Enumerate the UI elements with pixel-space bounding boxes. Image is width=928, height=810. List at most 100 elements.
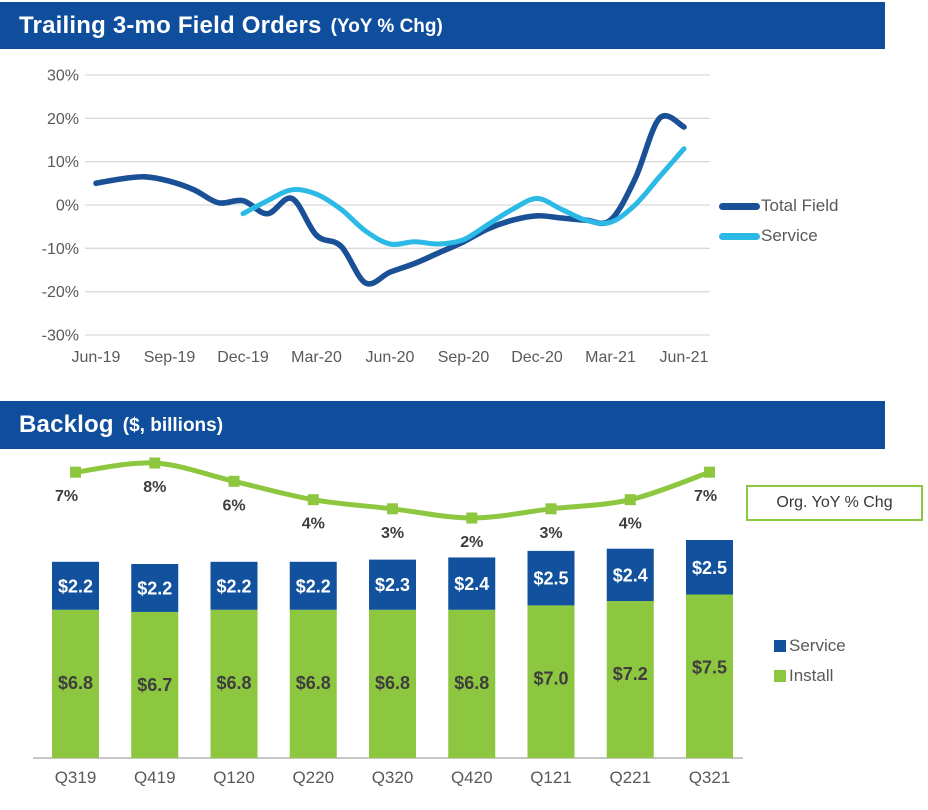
total-field-line-swatch <box>719 202 760 210</box>
service-bar-legend-label: Service <box>789 636 846 655</box>
install-bar-value-label: $6.8 <box>216 673 251 693</box>
quarter-label: Q221 <box>609 768 651 787</box>
service-line <box>240 146 687 247</box>
field-orders-header: Trailing 3-mo Field Orders (YoY % Chg) <box>0 2 885 49</box>
backlog-subtitle: ($, billions) <box>122 415 224 436</box>
service-bar-segment <box>289 561 337 610</box>
org-yoy-value-label: 8% <box>143 479 166 496</box>
backlog-title: Backlog <box>19 411 114 438</box>
quarter-label: Q220 <box>292 768 334 787</box>
x-axis-tick-label: Dec-19 <box>217 349 269 366</box>
org-yoy-marker <box>228 475 240 487</box>
service-bar-segment <box>131 563 179 612</box>
install-bar-segment <box>606 601 654 758</box>
x-axis-tick-label: Jun-19 <box>72 349 121 366</box>
install-bar-value-label: $6.8 <box>375 673 410 693</box>
field-orders-subtitle: (YoY % Chg) <box>330 15 443 37</box>
service-bar-value-label: $2.2 <box>58 576 93 596</box>
install-bar-segment <box>686 594 733 758</box>
quarter-label: Q419 <box>134 768 176 787</box>
org-yoy-value-label: 2% <box>460 534 483 551</box>
y-axis-tick-label: 10% <box>47 154 79 171</box>
service-line-swatch <box>719 232 760 240</box>
x-axis-tick-label: Sep-19 <box>144 349 196 366</box>
install-bar-value-label: $7.5 <box>692 658 727 678</box>
service-bar-value-label: $2.5 <box>692 558 727 578</box>
x-axis-tick-label: Mar-20 <box>291 349 342 366</box>
y-axis-tick-label: -10% <box>42 241 79 258</box>
service-bar-segment <box>606 548 654 602</box>
quarter-label: Q319 <box>55 768 97 787</box>
x-axis-tick-label: Sep-20 <box>438 349 490 366</box>
org-yoy-marker <box>307 494 319 506</box>
legend-service-bar: Service <box>774 636 846 655</box>
install-bar-segment <box>448 609 496 758</box>
install-bar-segment <box>210 609 258 758</box>
quarter-label: Q321 <box>689 768 731 787</box>
install-bar-segment <box>527 605 575 758</box>
service-bar-segment <box>448 557 496 610</box>
org-yoy-value-label: 4% <box>619 516 642 533</box>
org-yoy-marker <box>70 466 81 478</box>
service-bar-value-label: $2.2 <box>296 576 331 596</box>
service-bar-segment <box>369 559 416 610</box>
backlog-header: Backlog ($, billions) <box>0 401 885 449</box>
quarter-label: Q320 <box>372 768 414 787</box>
install-bar-swatch <box>774 670 786 682</box>
install-bar-segment <box>52 609 99 758</box>
y-axis-tick-label: 20% <box>47 111 79 128</box>
total-field-legend-label: Total Field <box>761 196 839 215</box>
x-axis-tick-label: Jun-21 <box>660 349 709 366</box>
y-axis-tick-label: 0% <box>56 198 79 215</box>
service-bar-value-label: $2.2 <box>137 578 172 598</box>
total-field-line <box>93 112 687 287</box>
org-yoy-marker <box>387 503 398 515</box>
org-yoy-value-label: 7% <box>694 488 717 505</box>
backlog-chart: $2.2 $6.8 Q319 $2.2 $6.7 Q419 $2.2 $6.8 Q120 $2.2… <box>33 457 743 787</box>
service-bar-segment <box>686 540 733 595</box>
install-bar-value-label: $7.0 <box>533 668 568 688</box>
install-bar-value-label: $6.8 <box>58 673 93 693</box>
install-bar-value-label: $6.7 <box>137 675 172 695</box>
install-bar-segment <box>289 609 337 758</box>
service-bar-value-label: $2.4 <box>454 574 489 594</box>
install-bar-value-label: $6.8 <box>296 673 331 693</box>
quarter-label: Q420 <box>451 768 493 787</box>
install-bar-segment <box>131 611 179 758</box>
org-yoy-value-label: 4% <box>302 516 325 533</box>
quarter-label: Q121 <box>530 768 572 787</box>
field-orders-chart: 30% 20% 10% 0% -10% -20% -30% Jun-19 Sep-19 Dec-1… <box>42 68 710 366</box>
x-axis-tick-label: Jun-20 <box>366 349 415 366</box>
install-bar-value-label: $7.2 <box>613 664 648 684</box>
legend-total-field: Total Field <box>719 196 839 215</box>
org-yoy-marker <box>545 503 557 515</box>
y-axis-tick-label: 30% <box>47 68 79 85</box>
y-axis-tick-label: -20% <box>42 284 79 301</box>
legend-install-bar: Install <box>774 666 834 685</box>
service-bar-segment <box>52 561 99 610</box>
org-yoy-marker <box>704 466 715 478</box>
org-yoy-callout: Org. YoY % Chg <box>746 485 923 521</box>
service-bar-value-label: $2.5 <box>533 569 568 589</box>
service-bar-segment <box>527 550 575 606</box>
field-orders-title: Trailing 3-mo Field Orders <box>19 11 322 39</box>
legend-service-line: Service <box>719 226 818 245</box>
service-bar-value-label: $2.2 <box>216 576 251 596</box>
org-yoy-callout-label: Org. YoY % Chg <box>776 494 893 511</box>
service-bar-swatch <box>774 640 786 652</box>
x-axis-tick-label: Mar-21 <box>585 349 636 366</box>
install-bar-legend-label: Install <box>789 666 834 685</box>
org-yoy-value-label: 3% <box>539 525 562 542</box>
service-line-legend-label: Service <box>761 226 818 245</box>
org-yoy-value-label: 7% <box>55 488 78 505</box>
service-bar-segment <box>210 561 258 610</box>
x-axis-tick-label: Dec-20 <box>511 349 563 366</box>
org-yoy-value-label: 6% <box>222 497 245 514</box>
org-yoy-value-label: 3% <box>381 525 404 542</box>
y-axis-tick-label: -30% <box>42 328 79 345</box>
org-yoy-marker <box>149 457 161 469</box>
org-yoy-marker <box>624 494 636 506</box>
org-yoy-marker <box>466 512 478 524</box>
